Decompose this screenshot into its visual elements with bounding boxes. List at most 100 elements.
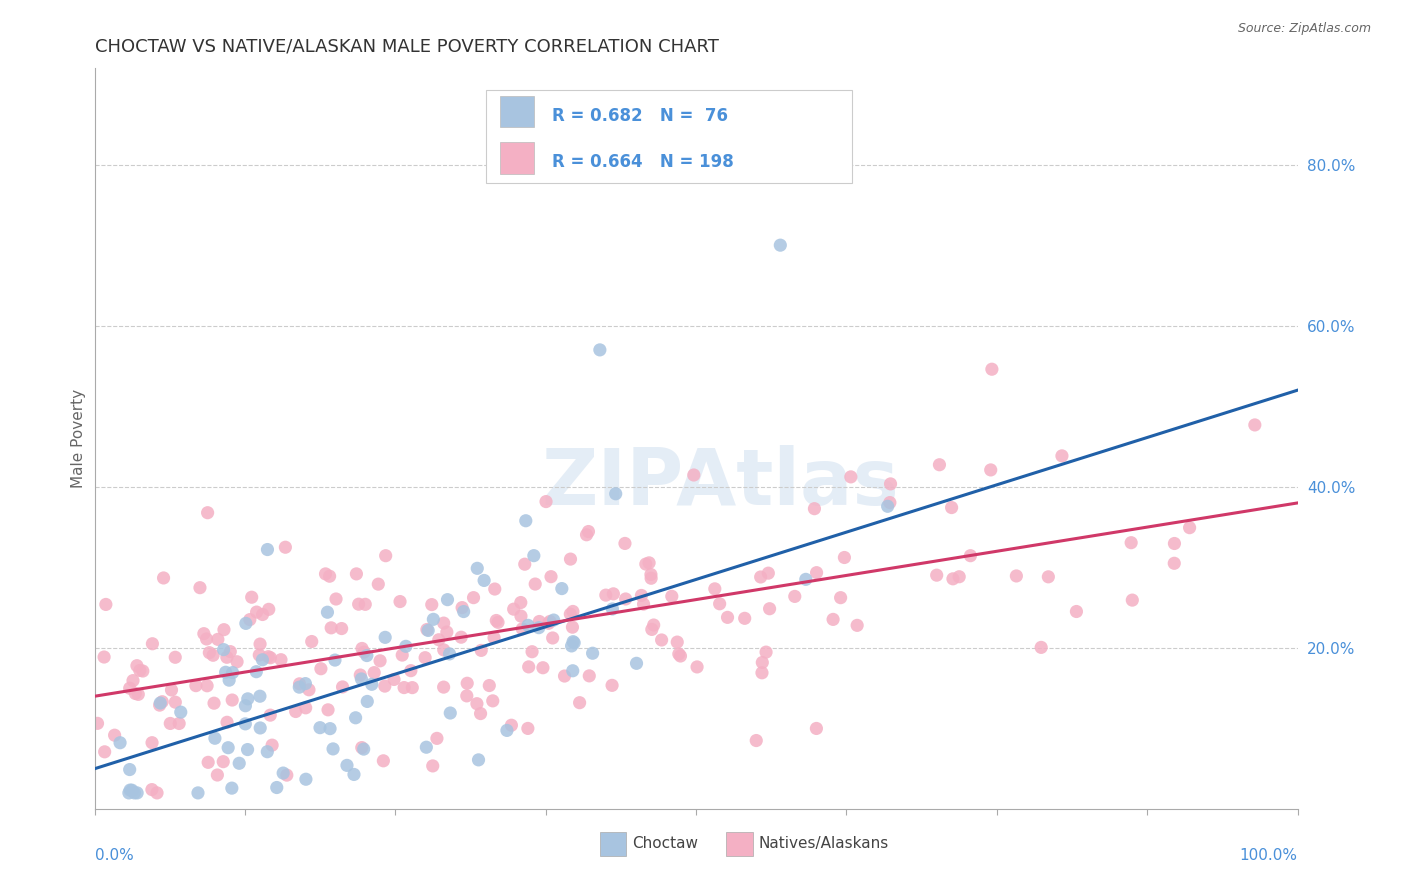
Point	[212, 623, 235, 637]
Point	[128, 664, 150, 678]
Point	[614, 592, 637, 607]
Point	[120, 783, 142, 797]
Point	[1121, 593, 1143, 607]
Point	[373, 754, 395, 768]
Point	[127, 687, 149, 701]
Point	[188, 581, 211, 595]
Point	[682, 468, 704, 483]
Point	[356, 694, 378, 708]
Point	[486, 615, 509, 630]
Point	[356, 648, 378, 663]
Point	[104, 728, 127, 742]
Point	[367, 577, 389, 591]
Point	[197, 506, 219, 520]
Point	[221, 665, 243, 680]
Point	[309, 662, 332, 676]
Bar	[501, 143, 534, 174]
Point	[554, 669, 576, 683]
Point	[416, 623, 439, 637]
Point	[167, 716, 190, 731]
Point	[309, 721, 332, 735]
Point	[198, 646, 221, 660]
Point	[122, 673, 145, 688]
Point	[439, 706, 461, 720]
Point	[467, 753, 489, 767]
Point	[276, 768, 298, 782]
Point	[350, 672, 373, 686]
Point	[515, 514, 537, 528]
Bar	[725, 832, 752, 855]
Point	[541, 631, 564, 645]
Point	[562, 636, 585, 650]
Point	[239, 613, 262, 627]
Point	[245, 665, 267, 679]
Point	[118, 681, 141, 696]
Point	[159, 716, 181, 731]
Point	[1163, 536, 1185, 550]
Point	[124, 786, 146, 800]
Point	[561, 620, 583, 634]
Point	[344, 566, 367, 581]
Point	[465, 561, 488, 575]
Point	[513, 558, 536, 572]
Point	[288, 677, 311, 691]
Point	[94, 598, 117, 612]
Point	[928, 458, 950, 472]
Bar	[501, 96, 534, 128]
Point	[336, 758, 359, 772]
Point	[769, 238, 792, 252]
Point	[249, 721, 271, 735]
Text: ZIPAtlas: ZIPAtlas	[541, 445, 898, 521]
Point	[427, 632, 450, 647]
Point	[560, 607, 582, 621]
Point	[319, 722, 342, 736]
Point	[450, 630, 472, 644]
Point	[879, 476, 901, 491]
Point	[602, 602, 624, 616]
Point	[560, 552, 582, 566]
Point	[709, 597, 731, 611]
Point	[839, 470, 862, 484]
Point	[413, 650, 436, 665]
Point	[422, 759, 444, 773]
Point	[149, 698, 172, 713]
Point	[523, 549, 546, 563]
Point	[980, 362, 1002, 376]
Point	[141, 782, 163, 797]
Point	[925, 568, 948, 582]
Point	[374, 549, 396, 563]
Point	[353, 645, 375, 659]
Point	[510, 609, 533, 624]
Point	[391, 648, 413, 662]
Point	[315, 566, 337, 581]
Point	[249, 637, 271, 651]
Point	[318, 569, 340, 583]
Point	[221, 781, 243, 796]
Point	[756, 566, 779, 581]
Point	[415, 740, 437, 755]
Point	[666, 635, 689, 649]
Point	[149, 696, 172, 710]
Point	[125, 658, 148, 673]
Point	[236, 742, 259, 756]
Point	[510, 622, 533, 636]
Point	[108, 736, 131, 750]
Point	[509, 595, 531, 609]
Point	[118, 763, 141, 777]
Point	[165, 695, 187, 709]
Point	[578, 524, 600, 539]
Point	[274, 540, 297, 554]
Point	[160, 683, 183, 698]
Point	[834, 550, 856, 565]
Point	[301, 634, 323, 648]
Point	[502, 602, 524, 616]
Point	[294, 701, 316, 715]
Point	[323, 653, 346, 667]
Point	[235, 616, 257, 631]
Point	[252, 653, 274, 667]
Point	[485, 614, 508, 628]
Point	[1005, 569, 1028, 583]
Point	[1050, 449, 1073, 463]
Point	[170, 705, 193, 719]
Point	[256, 542, 278, 557]
